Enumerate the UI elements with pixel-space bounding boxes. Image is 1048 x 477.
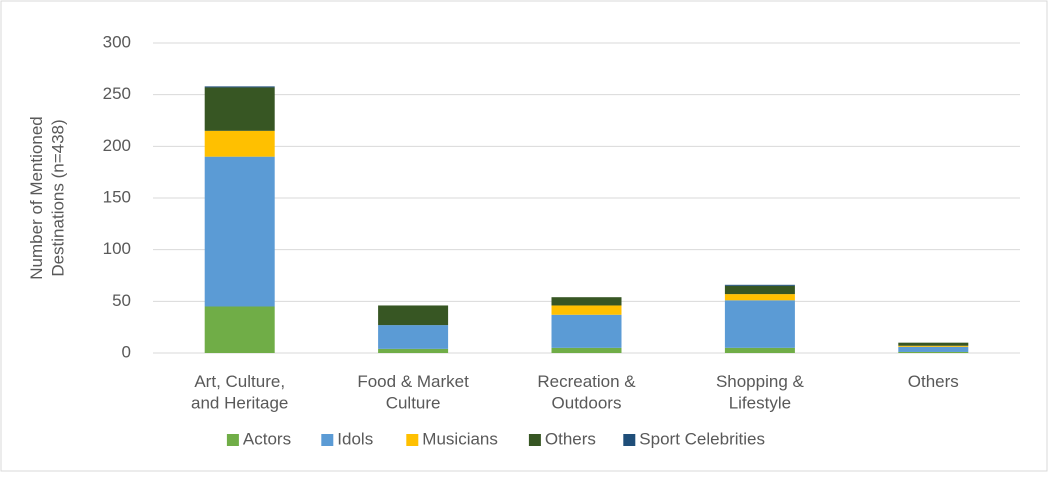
legend-swatch: [528, 434, 541, 446]
bar-segment: [724, 300, 795, 348]
x-tick-label: Food & Market Culture: [357, 372, 469, 412]
x-tick-label: Art, Culture, and Heritage: [191, 372, 288, 412]
legend-label: Musicians: [422, 429, 498, 448]
bar-segment: [378, 348, 449, 353]
bar-segment: [204, 86, 275, 88]
bar-segment: [551, 305, 622, 315]
bar-segment: [204, 306, 275, 353]
bar-segment: [204, 156, 275, 307]
bar-segment: [724, 285, 795, 295]
bar-segment: [378, 325, 449, 349]
legend-swatch: [226, 434, 239, 446]
legend-swatch: [321, 434, 334, 446]
legend-label: Idols: [337, 429, 373, 448]
y-tick-label: 300: [103, 32, 131, 51]
y-tick-label: 150: [103, 187, 131, 206]
bar-segment: [898, 345, 969, 347]
bar-segment: [204, 87, 275, 131]
bar-segment: [551, 297, 622, 306]
bar-segment: [551, 347, 622, 353]
bar-segment: [551, 314, 622, 348]
y-tick-label: 200: [103, 136, 131, 155]
legend-label: Sport Celebrities: [639, 429, 765, 448]
legend-swatch: [623, 434, 636, 446]
bar-segment: [724, 294, 795, 301]
bar-segment: [378, 305, 449, 326]
x-tick-label: Shopping & Lifestyle: [716, 372, 805, 412]
y-tick-label: 100: [103, 239, 131, 258]
legend-label: Actors: [243, 429, 291, 448]
x-tick-label: Others: [908, 372, 959, 391]
legend-label: Others: [545, 429, 596, 448]
bar-segment: [898, 346, 969, 352]
bar-segment: [724, 284, 795, 286]
bar-segment: [204, 130, 275, 157]
y-tick-label: 0: [122, 342, 131, 361]
bar-segment: [898, 351, 969, 353]
y-tick-label: 50: [112, 291, 131, 310]
y-axis-title: Number of Mentioned Destinations (n=438): [27, 116, 67, 279]
bar-segment: [724, 347, 795, 353]
bar-segment: [898, 342, 969, 346]
legend-swatch: [406, 434, 419, 446]
x-tick-label: Recreation & Outdoors: [537, 372, 636, 412]
y-tick-label: 250: [103, 84, 131, 103]
